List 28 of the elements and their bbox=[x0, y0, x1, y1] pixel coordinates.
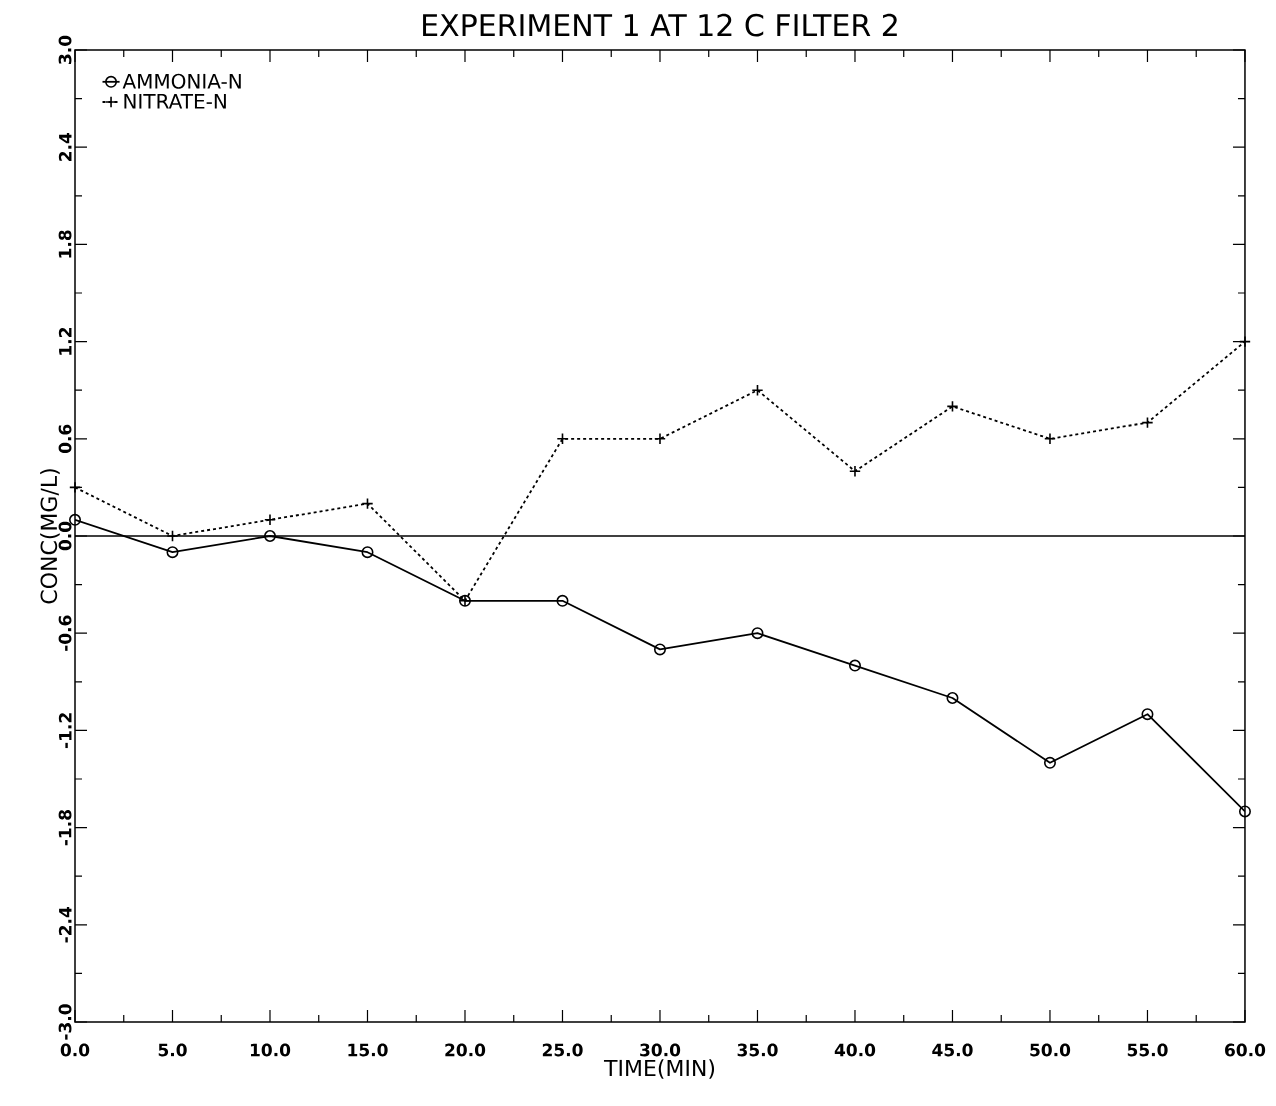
y-tick-label: -2.4 bbox=[58, 907, 72, 943]
y-tick-label: 0.0 bbox=[58, 521, 72, 551]
x-axis-title: TIME(MIN) bbox=[603, 1059, 715, 1079]
y-tick-label: -1.8 bbox=[58, 810, 72, 846]
x-tick-label: 55.0 bbox=[1127, 1043, 1168, 1057]
y-tick-label: 1.2 bbox=[58, 328, 72, 355]
y-tick-label: 2.4 bbox=[58, 132, 72, 161]
y-tick-label: 1.8 bbox=[58, 230, 72, 258]
x-tick-label: 25.0 bbox=[542, 1043, 583, 1057]
x-tick-label: 5.0 bbox=[158, 1043, 187, 1057]
x-tick-label: 15.0 bbox=[348, 1043, 388, 1057]
legend-label: NITRATE-N bbox=[124, 93, 226, 109]
x-tick-label: 60.0 bbox=[1225, 1043, 1266, 1057]
y-tick-label: -3.0 bbox=[58, 1004, 72, 1040]
x-tick-label: 50.0 bbox=[1030, 1043, 1071, 1057]
x-tick-label: 35.0 bbox=[737, 1043, 778, 1057]
legend-label: AMMONIA-N bbox=[122, 73, 241, 89]
x-tick-label: 45.0 bbox=[932, 1043, 973, 1057]
x-tick-label: 20.0 bbox=[445, 1043, 486, 1057]
y-tick-label: -1.2 bbox=[58, 713, 72, 749]
x-tick-label: 40.0 bbox=[834, 1043, 876, 1057]
x-tick-label: 30.0 bbox=[640, 1043, 681, 1057]
y-tick-label: 3.0 bbox=[58, 35, 72, 64]
chart-title: EXPERIMENT 1 AT 12 C FILTER 2 bbox=[423, 13, 897, 37]
y-tick-label: -0.6 bbox=[58, 615, 72, 651]
y-axis-title: CONC(MG/L) bbox=[40, 469, 60, 604]
x-tick-label: 10.0 bbox=[250, 1043, 291, 1057]
y-tick-label: 0.6 bbox=[58, 424, 72, 454]
